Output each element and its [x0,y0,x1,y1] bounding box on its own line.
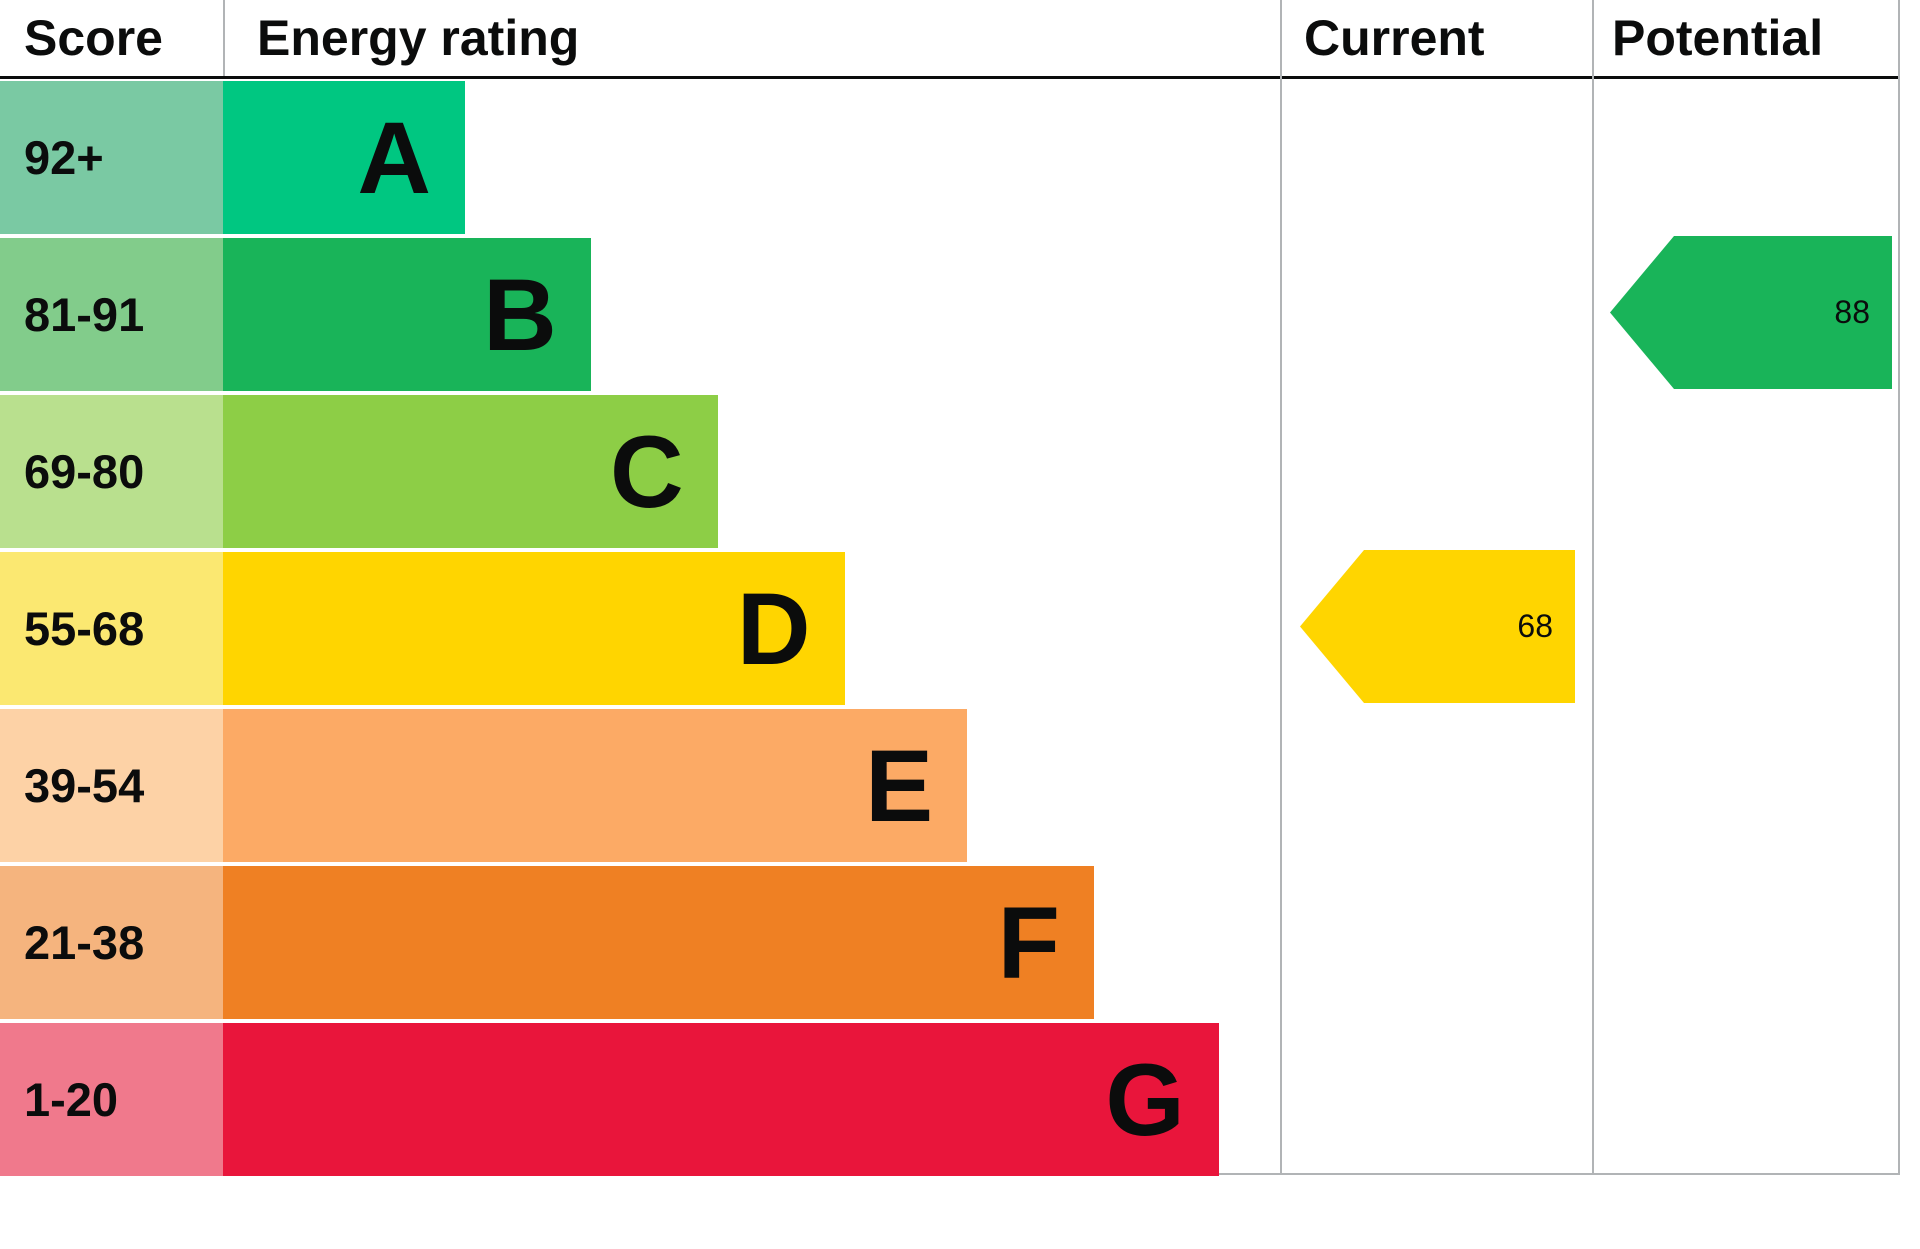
bar-track: D [223,552,1280,705]
chart-right-border [1898,0,1900,1175]
rating-bar-c: C [223,395,718,548]
bar-track: A [223,81,1280,234]
score-label: 39-54 [24,759,145,812]
current-rating-arrow: 68 [1300,550,1575,703]
bar-track: C [223,395,1280,548]
rating-letter-f: F [997,885,1060,1000]
rating-bar-d: D [223,552,845,705]
header-current-label: Current [1304,10,1485,66]
chart-header-row: Score Energy rating Current Potential [0,0,1900,76]
rating-letter-e: E [865,728,934,843]
score-cell: 55-68 [0,552,223,705]
score-cell: 39-54 [0,709,223,862]
score-cell: 21-38 [0,866,223,1019]
rating-bar-f: F [223,866,1094,1019]
band-row-c: 69-80 C [0,393,1280,550]
rating-bar-e: E [223,709,968,862]
score-label: 1-20 [24,1073,119,1126]
score-column-divider [223,0,225,76]
bar-track: E [223,709,1280,862]
score-cell: 69-80 [0,395,223,548]
energy-rating-chart: Score Energy rating Current Potential 92… [0,0,1900,1178]
rating-letter-c: C [610,414,684,529]
rating-letter-b: B [483,257,557,372]
header-potential-label: Potential [1612,10,1824,66]
band-row-e: 39-54 E [0,707,1280,864]
band-row-d: 55-68 D [0,550,1280,707]
rating-letter-a: A [357,100,432,215]
score-cell: 92+ [0,81,223,234]
score-label: 21-38 [24,916,145,969]
score-label: 69-80 [24,445,145,498]
potential-rating-value: 88 [1834,294,1870,330]
rating-letter-d: D [736,571,811,686]
band-row-g: 1-20 G [0,1021,1280,1178]
rating-bar-b: B [223,238,591,391]
rating-bar-a: A [223,81,466,234]
band-row-f: 21-38 F [0,864,1280,1021]
rating-letter-g: G [1105,1042,1185,1157]
score-cell: 81-91 [0,238,223,391]
potential-rating-arrow: 88 [1610,236,1892,389]
bar-track: F [223,866,1280,1019]
rating-bar-g: G [223,1023,1219,1176]
potential-column-divider [1592,0,1594,1175]
bar-track: B [223,238,1280,391]
band-row-a: 92+ A [0,79,1280,236]
band-rows: 92+ A 81-91 B [0,79,1280,1178]
band-row-b: 81-91 B [0,236,1280,393]
current-rating-value: 68 [1517,608,1553,644]
header-score-label: Score [24,10,163,66]
score-label: 81-91 [24,288,145,341]
current-column-divider [1280,0,1282,1175]
bar-track: G [223,1023,1280,1176]
score-cell: 1-20 [0,1023,223,1176]
score-label: 55-68 [24,602,145,655]
header-underline [0,76,1900,79]
header-energy-rating-label: Energy rating [257,10,580,66]
score-label: 92+ [24,131,104,184]
